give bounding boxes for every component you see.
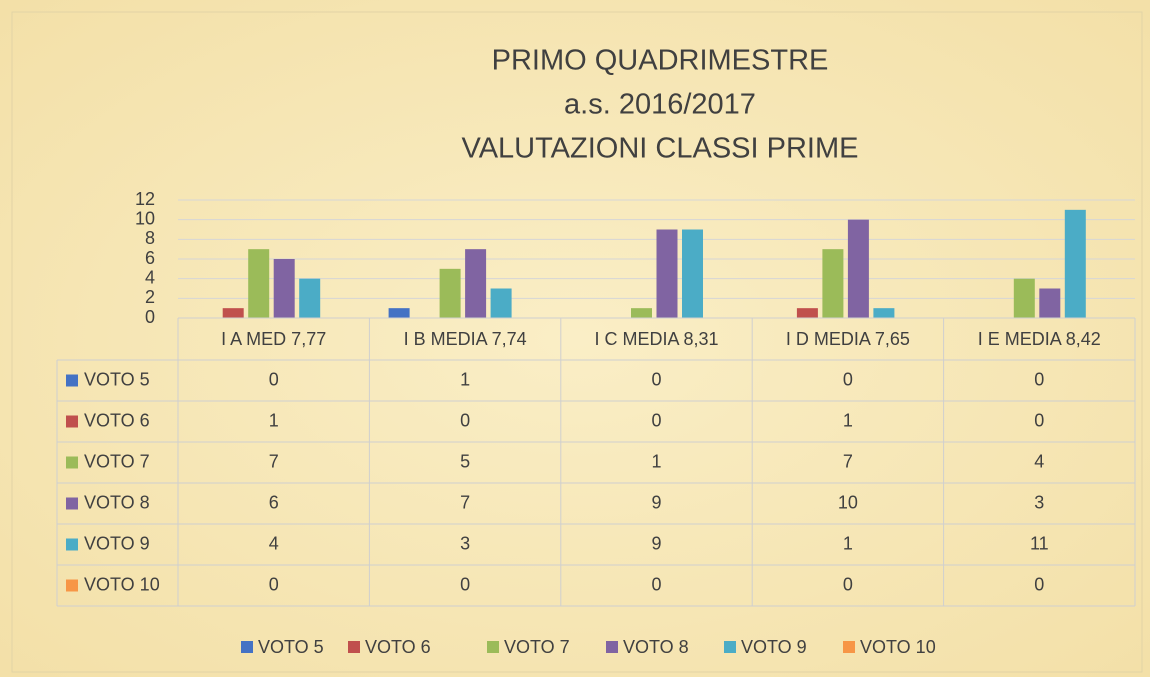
y-tick-label: 10 xyxy=(135,208,155,228)
legend-label: VOTO 6 xyxy=(365,637,431,657)
legend-label: VOTO 9 xyxy=(741,637,807,657)
table-cell: 7 xyxy=(460,492,470,512)
table-row-label: VOTO 10 xyxy=(84,574,160,594)
y-tick-label: 12 xyxy=(135,189,155,209)
table-cell: 0 xyxy=(1034,574,1044,594)
table-cell: 0 xyxy=(460,410,470,430)
table-cell: 1 xyxy=(843,533,853,553)
bar xyxy=(847,219,869,318)
legend-key xyxy=(606,641,618,653)
table-cell: 3 xyxy=(1034,492,1044,512)
table-cell: 0 xyxy=(1034,410,1044,430)
bar xyxy=(222,308,244,318)
table-cell: 0 xyxy=(269,369,279,389)
table-legend-key xyxy=(66,374,78,387)
bar xyxy=(465,249,487,318)
x-tick-label: I A MED 7,77 xyxy=(221,329,326,349)
bar xyxy=(388,308,410,318)
table-cell: 0 xyxy=(651,369,661,389)
table-row-label: VOTO 9 xyxy=(84,533,150,553)
table-cell: 0 xyxy=(651,410,661,430)
bar xyxy=(248,249,270,318)
legend-label: VOTO 7 xyxy=(504,637,570,657)
table-cell: 4 xyxy=(1034,451,1044,471)
table-cell: 1 xyxy=(843,410,853,430)
table-legend-key xyxy=(66,456,78,469)
legend-key xyxy=(348,641,360,653)
bar xyxy=(299,278,321,318)
legend-label: VOTO 5 xyxy=(258,637,324,657)
table-cell: 0 xyxy=(843,574,853,594)
table-legend-key xyxy=(66,415,78,428)
table-cell: 9 xyxy=(651,492,661,512)
legend-key xyxy=(843,641,855,653)
legend-key xyxy=(241,641,253,653)
bar xyxy=(682,229,703,318)
table-legend-key xyxy=(66,579,78,592)
legend-key xyxy=(724,641,736,653)
y-tick-label: 6 xyxy=(145,248,155,268)
x-tick-label: I B MEDIA 7,74 xyxy=(404,329,527,349)
bar xyxy=(1039,288,1061,318)
table-cell: 7 xyxy=(843,451,853,471)
table-cell: 1 xyxy=(651,451,661,471)
table-cell: 11 xyxy=(1030,533,1049,553)
bar xyxy=(490,288,512,318)
table-cell: 0 xyxy=(651,574,661,594)
chart-title: VALUTAZIONI CLASSI PRIME xyxy=(462,133,859,165)
y-tick-label: 8 xyxy=(145,228,155,248)
table-cell: 0 xyxy=(1034,369,1044,389)
chart-title: a.s. 2016/2017 xyxy=(564,89,756,121)
table-cell: 9 xyxy=(651,533,661,553)
legend-label: VOTO 8 xyxy=(623,637,689,657)
table-cell: 1 xyxy=(269,410,279,430)
table-row-label: VOTO 7 xyxy=(84,451,150,471)
table-cell: 0 xyxy=(843,369,853,389)
bar xyxy=(1013,278,1035,318)
table-cell: 6 xyxy=(269,492,279,512)
table-cell: 0 xyxy=(460,574,470,594)
table-cell: 4 xyxy=(269,533,279,553)
table-cell: 5 xyxy=(460,451,470,471)
legend-key xyxy=(487,641,499,653)
chart-title: PRIMO QUADRIMESTRE xyxy=(492,45,829,77)
table-row-label: VOTO 6 xyxy=(84,410,150,430)
table-cell: 1 xyxy=(460,369,470,389)
table-cell: 10 xyxy=(838,492,858,512)
x-tick-label: I C MEDIA 8,31 xyxy=(594,329,718,349)
chart-border xyxy=(11,11,1143,673)
bar xyxy=(796,308,818,318)
x-tick-label: I E MEDIA 8,42 xyxy=(978,329,1101,349)
y-tick-label: 4 xyxy=(145,267,155,287)
table-cell: 3 xyxy=(460,533,470,553)
bar xyxy=(656,229,678,318)
table-legend-key xyxy=(66,497,78,510)
table-row-label: VOTO 8 xyxy=(84,492,150,512)
legend-label: VOTO 10 xyxy=(860,637,936,657)
table-row-label: VOTO 5 xyxy=(84,369,150,389)
x-tick-label: I D MEDIA 7,65 xyxy=(786,329,910,349)
bar xyxy=(822,249,844,318)
table-cell: 7 xyxy=(269,451,279,471)
bar xyxy=(631,308,652,318)
table-cell: 0 xyxy=(269,574,279,594)
bar xyxy=(273,259,295,318)
table-legend-key xyxy=(66,538,78,551)
bar xyxy=(1064,209,1086,318)
y-tick-label: 2 xyxy=(145,287,155,307)
bar xyxy=(439,268,461,318)
y-tick-label: 0 xyxy=(145,307,155,327)
bar xyxy=(873,308,895,318)
